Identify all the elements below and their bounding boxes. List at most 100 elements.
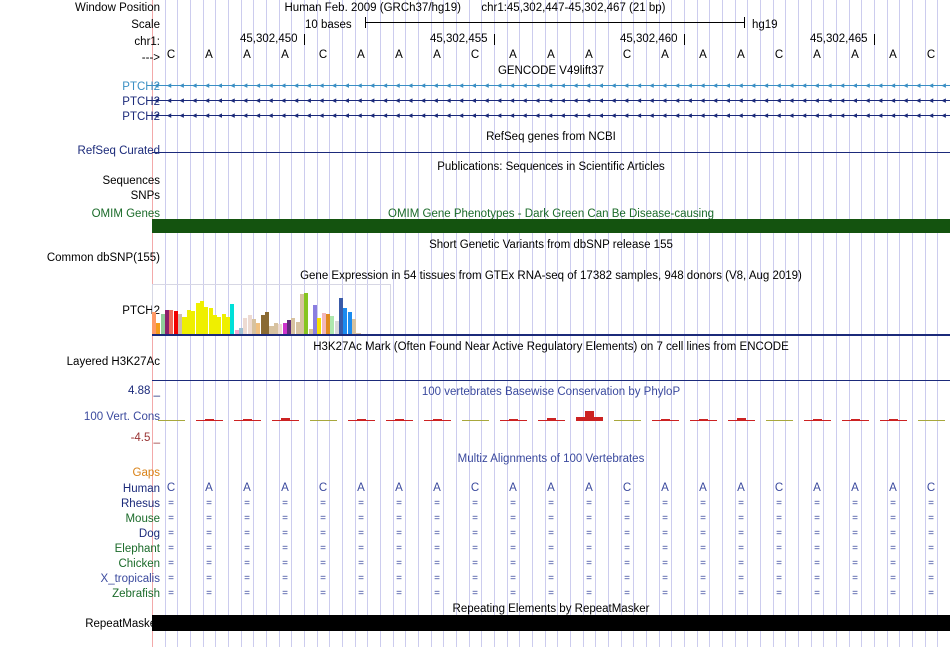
gtex-bar[interactable] <box>265 312 270 335</box>
species-label-chicken[interactable]: Chicken <box>118 558 160 570</box>
gtex-bar[interactable] <box>243 318 248 335</box>
gtex-bar[interactable] <box>252 319 257 335</box>
gtex-bar[interactable] <box>247 315 252 335</box>
gtex-bar[interactable] <box>317 318 322 335</box>
conservation-bar <box>708 419 717 422</box>
gene-row-ptch2-2[interactable]: ◂ ◂ ◂ ◂ ◂ ◂ ◂ ◂ ◂ ◂ ◂ ◂ ◂ ◂ ◂ ◂ ◂ ◂ ◂ ◂ ◂ ◂ ◂ ◂ ◂ ◂ ◂ ◂ ◂ ◂ ◂ ◂ ◂ ◂ ◂ ◂ ◂ ◂ ◂ ◂… <box>152 95 950 106</box>
label-omim-genes[interactable]: OMIM Genes <box>91 208 160 220</box>
gtex-bar-chart[interactable] <box>152 284 950 335</box>
species-label-dog[interactable]: Dog <box>138 528 160 540</box>
species-label-zebrafish[interactable]: Zebrafish <box>112 588 160 600</box>
multiz-match-mark: = <box>358 573 364 584</box>
label-gaps[interactable]: Gaps <box>132 467 161 479</box>
gtex-bar[interactable] <box>326 314 331 335</box>
label-repeatmasker[interactable]: RepeatMasker <box>85 618 160 630</box>
gtex-bar[interactable] <box>330 316 335 335</box>
gtex-bar[interactable] <box>186 310 191 335</box>
gtex-bar[interactable] <box>199 301 204 335</box>
gtex-bar[interactable] <box>321 313 326 335</box>
label-snps[interactable]: SNPs <box>130 190 160 202</box>
gtex-bar[interactable] <box>278 323 283 335</box>
gtex-bar[interactable] <box>208 307 213 335</box>
gtex-bar[interactable] <box>178 313 183 335</box>
gene-row-ptch2-3[interactable]: ◂ ◂ ◂ ◂ ◂ ◂ ◂ ◂ ◂ ◂ ◂ ◂ ◂ ◂ ◂ ◂ ◂ ◂ ◂ ◂ ◂ ◂ ◂ ◂ ◂ ◂ ◂ ◂ ◂ ◂ ◂ ◂ ◂ ◂ ◂ ◂ ◂ ◂ ◂ ◂… <box>152 110 950 121</box>
gtex-bar[interactable] <box>339 298 344 335</box>
strand-arrow-icon: ◂ <box>649 95 654 105</box>
gtex-bar[interactable] <box>286 320 291 335</box>
label-common-dbsnp[interactable]: Common dbSNP(155) <box>46 252 160 264</box>
species-label-rhesus[interactable]: Rhesus <box>121 498 160 510</box>
label-refseq-curated[interactable]: RefSeq Curated <box>77 145 160 157</box>
gtex-bar[interactable] <box>304 293 309 335</box>
multiz-match-mark: = <box>700 543 706 554</box>
gtex-bar[interactable] <box>225 317 231 335</box>
gtex-bar[interactable] <box>204 306 209 335</box>
track-title-gtex[interactable]: Gene Expression in 54 tissues from GTEx … <box>300 270 802 282</box>
gtex-bar[interactable] <box>269 325 274 335</box>
gtex-bar[interactable] <box>173 311 178 335</box>
phylop-conservation-plot[interactable] <box>152 400 950 440</box>
gtex-bar[interactable] <box>334 321 339 335</box>
gtex-bar[interactable] <box>165 309 170 335</box>
gtex-bar[interactable] <box>160 314 165 335</box>
track-title-gencode[interactable]: GENCODE V49lift37 <box>497 65 605 77</box>
strand-arrow-icon: ◂ <box>458 95 464 105</box>
gene-label-ptch2-3[interactable]: PTCH2 <box>122 111 160 123</box>
gtex-bar[interactable] <box>299 294 304 335</box>
strand-arrow-icon: ◂ <box>535 80 540 90</box>
gtex-bar[interactable] <box>230 304 235 335</box>
track-title-phylop[interactable]: 100 vertebrates Basewise Conservation by… <box>421 386 681 398</box>
gtex-bar[interactable] <box>352 318 357 335</box>
gtex-bar[interactable] <box>195 303 200 335</box>
multiz-match-mark: = <box>510 588 516 599</box>
track-title-dbsnp[interactable]: Short Genetic Variants from dbSNP releas… <box>429 239 673 251</box>
label-100-vert-cons[interactable]: 100 Vert. Cons <box>83 411 160 423</box>
label-sequences[interactable]: Sequences <box>102 175 160 187</box>
gene-label-ptch2-1[interactable]: PTCH2 <box>122 81 160 93</box>
gtex-bar[interactable] <box>212 315 217 335</box>
gtex-bar[interactable] <box>182 316 187 335</box>
gtex-bar[interactable] <box>217 316 222 335</box>
gtex-bar[interactable] <box>234 330 239 335</box>
sequence-base: A <box>699 49 707 61</box>
track-title-publications[interactable]: Publications: Sequences in Scientific Ar… <box>437 161 665 173</box>
gtex-bar[interactable] <box>256 322 261 335</box>
strand-arrow-icon: ◂ <box>242 110 248 120</box>
species-label-mouse[interactable]: Mouse <box>125 513 160 525</box>
gtex-bar[interactable] <box>291 317 296 335</box>
gtex-bar[interactable] <box>282 323 287 335</box>
track-title-omim[interactable]: OMIM Gene Phenotypes - Dark Green Can Be… <box>388 208 714 220</box>
gtex-bar[interactable] <box>169 310 174 335</box>
gtex-bar[interactable] <box>239 328 244 335</box>
multiz-match-mark: = <box>662 558 668 569</box>
gtex-bar[interactable] <box>260 315 265 335</box>
label-layered-h3k27ac[interactable]: Layered H3K27Ac <box>66 356 160 368</box>
species-label-elephant[interactable]: Elephant <box>114 543 160 555</box>
track-title-repeatmasker[interactable]: Repeating Elements by RepeatMasker <box>452 603 650 615</box>
repeatmasker-bar[interactable] <box>152 615 950 631</box>
gtex-bar[interactable] <box>295 321 300 335</box>
track-title-h3k27ac[interactable]: H3K27Ac Mark (Often Found Near Active Re… <box>313 341 789 353</box>
species-label-x_tropicalis[interactable]: X_tropicalis <box>100 573 160 585</box>
gene-row-ptch2-1[interactable]: ◂ ◂ ◂ ◂ ◂ ◂ ◂ ◂ ◂ ◂ ◂ ◂ ◂ ◂ ◂ ◂ ◂ ◂ ◂ ◂ ◂ ◂ ◂ ◂ ◂ ◂ ◂ ◂ ◂ ◂ ◂ ◂ ◂ ◂ ◂ ◂ ◂ ◂ ◂ ◂… <box>152 80 950 91</box>
sequence-base: A <box>243 49 251 61</box>
gtex-bar[interactable] <box>191 311 196 335</box>
gtex-bar[interactable] <box>312 305 318 335</box>
gtex-bar[interactable] <box>152 312 157 335</box>
gtex-bar[interactable] <box>347 311 352 335</box>
gtex-bar[interactable] <box>156 323 161 335</box>
gene-label-ptch2-2[interactable]: PTCH2 <box>122 96 160 108</box>
label-gtex-gene[interactable]: PTCH2 <box>122 305 160 317</box>
gtex-bar[interactable] <box>221 313 226 335</box>
gtex-bar[interactable] <box>273 323 278 335</box>
strand-arrow-icon: ◂ <box>573 80 578 90</box>
track-title-multiz[interactable]: Multiz Alignments of 100 Vertebrates <box>457 453 645 465</box>
species-label-human[interactable]: Human <box>122 483 160 495</box>
strand-arrow-icon: ◂ <box>585 95 591 105</box>
gtex-bar[interactable] <box>343 308 348 335</box>
gtex-bar[interactable] <box>308 329 313 335</box>
multiz-base: A <box>585 482 593 494</box>
omim-gene-bar[interactable] <box>152 219 950 233</box>
track-title-refseq[interactable]: RefSeq genes from NCBI <box>486 131 616 143</box>
conservation-bar <box>386 419 395 422</box>
